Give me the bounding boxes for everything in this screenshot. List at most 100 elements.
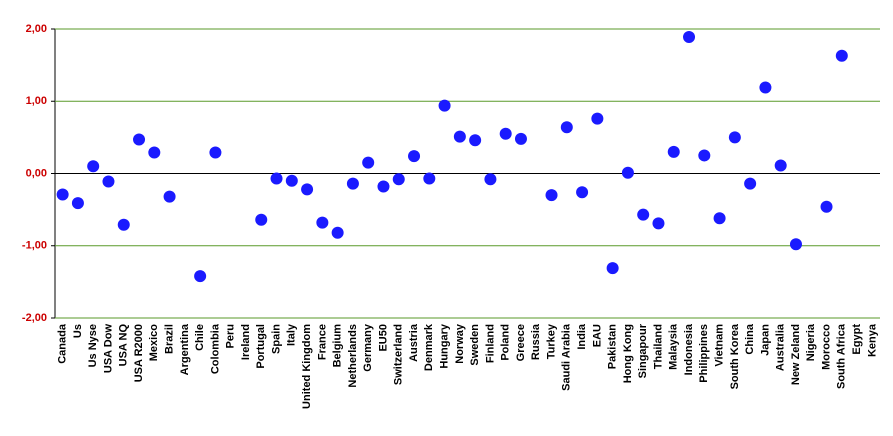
point	[148, 146, 161, 159]
x-tick-label: EAU	[591, 324, 603, 347]
point	[576, 186, 589, 199]
y-tick-label: -1,00	[22, 240, 47, 252]
y-tick-label: 0,00	[26, 167, 47, 179]
point	[87, 160, 100, 173]
x-tick-label: New Zeland	[790, 324, 802, 385]
point	[255, 213, 268, 226]
x-tick-label: USA Dow	[102, 324, 114, 374]
point	[591, 112, 604, 125]
point	[194, 270, 207, 283]
x-tick-label: Japan	[759, 324, 771, 356]
point	[316, 216, 329, 229]
x-tick-label: Russia	[530, 323, 542, 360]
x-tick-label: Germany	[362, 323, 374, 372]
x-tick-label: Greece	[515, 324, 527, 361]
x-tick-label: Pakistan	[607, 324, 619, 370]
point	[392, 173, 405, 186]
x-tick-label: Hong Kong	[622, 324, 634, 383]
point	[713, 212, 726, 225]
x-tick-label: EU50	[377, 324, 389, 352]
x-tick-label: Peru	[225, 324, 237, 348]
x-tick-label: Us	[72, 324, 84, 338]
point	[499, 127, 512, 140]
point	[453, 130, 466, 143]
x-tick-label: Norway	[454, 323, 466, 364]
point	[606, 262, 619, 275]
point	[789, 238, 802, 251]
point	[362, 156, 375, 169]
x-tick-label: Morocco	[820, 324, 832, 370]
x-tick-label: South Africa	[836, 323, 848, 389]
point	[270, 172, 283, 185]
y-tick-label: 2,00	[26, 23, 47, 35]
x-tick-label: USA NQ	[118, 324, 130, 367]
point	[71, 197, 84, 210]
point	[163, 190, 176, 203]
x-tick-label: Thailand	[652, 324, 664, 369]
x-tick-label: Argentina	[179, 323, 191, 375]
point	[728, 131, 741, 144]
x-tick-label: Colombia	[209, 323, 221, 374]
y-tick-label: 1,00	[26, 95, 47, 107]
point	[56, 188, 69, 201]
point	[102, 175, 115, 188]
point	[744, 177, 757, 190]
x-tick-label: United Kingdom	[301, 324, 313, 409]
point	[117, 218, 130, 231]
x-tick-label: Turkey	[545, 323, 557, 359]
x-tick-label: Netherlands	[347, 324, 359, 388]
point	[301, 183, 314, 196]
point	[667, 145, 680, 158]
x-tick-label: Nigeria	[805, 323, 817, 361]
x-tick-label: Belgium	[332, 324, 344, 368]
point	[469, 134, 482, 147]
point	[637, 208, 650, 221]
point	[133, 133, 146, 146]
point	[408, 150, 421, 163]
x-tick-label: Spain	[270, 324, 282, 354]
x-tick-label: Hungary	[438, 323, 450, 369]
x-tick-label: Malaysia	[668, 323, 680, 370]
x-tick-label: Australia	[775, 323, 787, 371]
x-tick-label: Saudi Arabia	[561, 323, 573, 391]
point	[759, 81, 772, 94]
x-tick-label: Singapour	[637, 323, 649, 378]
x-tick-label: Vietnam	[713, 324, 725, 367]
point	[683, 30, 696, 43]
x-tick-label: Ireland	[240, 324, 252, 360]
x-tick-label: Brazil	[163, 324, 175, 354]
x-tick-label: India	[576, 323, 588, 350]
point	[835, 49, 848, 62]
x-tick-label: Philippines	[698, 324, 710, 383]
x-tick-label: Portugal	[255, 324, 267, 369]
point	[209, 146, 222, 159]
x-tick-label: Chile	[194, 324, 206, 351]
point	[698, 149, 711, 162]
x-tick-label: Italy	[286, 323, 298, 346]
point	[621, 166, 634, 179]
point	[774, 159, 787, 172]
point	[346, 177, 359, 190]
x-tick-label: Mexico	[148, 324, 160, 362]
x-tick-label: Kenya	[866, 323, 878, 357]
point	[652, 217, 665, 230]
x-tick-label: Egypt	[851, 324, 863, 355]
x-tick-label: Austria	[408, 323, 420, 362]
x-tick-label: USA R2000	[133, 324, 145, 382]
x-tick-label: Sweden	[469, 324, 481, 366]
y-tick-label: -2,00	[22, 312, 47, 324]
point	[514, 132, 527, 145]
point	[545, 189, 558, 202]
x-tick-label: Denmark	[423, 323, 435, 371]
x-tick-label: Finland	[484, 324, 496, 363]
point	[423, 172, 436, 185]
x-tick-label: Indonesia	[683, 323, 695, 375]
point	[285, 174, 298, 187]
point	[331, 226, 344, 239]
point	[484, 173, 497, 186]
x-tick-label: Us Nyse	[87, 324, 99, 367]
point	[560, 121, 573, 134]
point	[820, 200, 833, 213]
x-tick-label: China	[744, 323, 756, 354]
